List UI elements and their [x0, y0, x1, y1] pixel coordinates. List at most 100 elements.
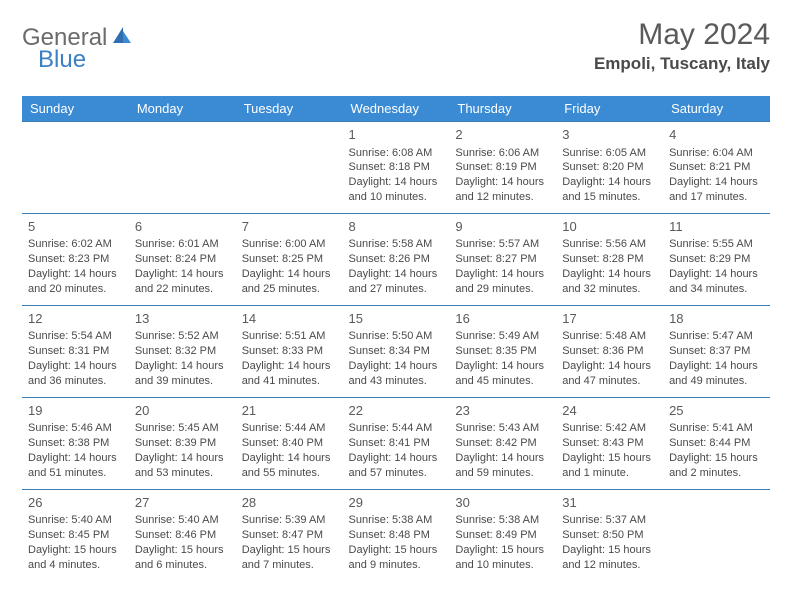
day-number: 20	[135, 402, 230, 420]
sunset-text: Sunset: 8:40 PM	[242, 436, 337, 451]
sunset-text: Sunset: 8:39 PM	[135, 436, 230, 451]
sunrise-text: Sunrise: 5:58 AM	[349, 237, 444, 252]
daylight-text: Daylight: 14 hours	[349, 359, 444, 374]
daylight-text: and 15 minutes.	[562, 190, 657, 205]
daylight-text: and 57 minutes.	[349, 466, 444, 481]
day-header-tue: Tuesday	[236, 96, 343, 122]
day-number: 17	[562, 310, 657, 328]
calendar-row: 1Sunrise: 6:08 AMSunset: 8:18 PMDaylight…	[22, 122, 770, 214]
sunrise-text: Sunrise: 5:50 AM	[349, 329, 444, 344]
calendar-cell: 13Sunrise: 5:52 AMSunset: 8:32 PMDayligh…	[129, 305, 236, 397]
daylight-text: and 12 minutes.	[562, 558, 657, 573]
day-number: 9	[455, 218, 550, 236]
calendar-cell: 5Sunrise: 6:02 AMSunset: 8:23 PMDaylight…	[22, 213, 129, 305]
daylight-text: and 4 minutes.	[28, 558, 123, 573]
day-number: 18	[669, 310, 764, 328]
daylight-text: and 45 minutes.	[455, 374, 550, 389]
daylight-text: and 9 minutes.	[349, 558, 444, 573]
sunrise-text: Sunrise: 5:49 AM	[455, 329, 550, 344]
calendar-cell: 6Sunrise: 6:01 AMSunset: 8:24 PMDaylight…	[129, 213, 236, 305]
brand-sail-icon	[111, 25, 133, 45]
calendar-row: 26Sunrise: 5:40 AMSunset: 8:45 PMDayligh…	[22, 489, 770, 580]
sunrise-text: Sunrise: 5:48 AM	[562, 329, 657, 344]
day-number: 8	[349, 218, 444, 236]
day-number: 4	[669, 126, 764, 144]
day-header-fri: Friday	[556, 96, 663, 122]
sunrise-text: Sunrise: 5:54 AM	[28, 329, 123, 344]
day-number: 14	[242, 310, 337, 328]
day-number: 29	[349, 494, 444, 512]
calendar-cell: 19Sunrise: 5:46 AMSunset: 8:38 PMDayligh…	[22, 397, 129, 489]
daylight-text: and 49 minutes.	[669, 374, 764, 389]
day-header-wed: Wednesday	[343, 96, 450, 122]
sunset-text: Sunset: 8:49 PM	[455, 528, 550, 543]
sunrise-text: Sunrise: 5:37 AM	[562, 513, 657, 528]
sunset-text: Sunset: 8:24 PM	[135, 252, 230, 267]
calendar-cell: 2Sunrise: 6:06 AMSunset: 8:19 PMDaylight…	[449, 122, 556, 214]
daylight-text: and 55 minutes.	[242, 466, 337, 481]
sunrise-text: Sunrise: 5:43 AM	[455, 421, 550, 436]
sunset-text: Sunset: 8:44 PM	[669, 436, 764, 451]
daylight-text: and 27 minutes.	[349, 282, 444, 297]
day-number: 5	[28, 218, 123, 236]
daylight-text: Daylight: 15 hours	[669, 451, 764, 466]
day-number: 10	[562, 218, 657, 236]
daylight-text: Daylight: 14 hours	[135, 267, 230, 282]
day-number: 11	[669, 218, 764, 236]
calendar-cell: 21Sunrise: 5:44 AMSunset: 8:40 PMDayligh…	[236, 397, 343, 489]
sunrise-text: Sunrise: 6:02 AM	[28, 237, 123, 252]
sunset-text: Sunset: 8:29 PM	[669, 252, 764, 267]
day-number: 26	[28, 494, 123, 512]
calendar-cell: 24Sunrise: 5:42 AMSunset: 8:43 PMDayligh…	[556, 397, 663, 489]
sunrise-text: Sunrise: 6:00 AM	[242, 237, 337, 252]
sunrise-text: Sunrise: 5:39 AM	[242, 513, 337, 528]
sunrise-text: Sunrise: 5:47 AM	[669, 329, 764, 344]
daylight-text: Daylight: 14 hours	[28, 267, 123, 282]
sunrise-text: Sunrise: 5:44 AM	[349, 421, 444, 436]
day-number: 7	[242, 218, 337, 236]
calendar-cell: 27Sunrise: 5:40 AMSunset: 8:46 PMDayligh…	[129, 489, 236, 580]
calendar-table: Sunday Monday Tuesday Wednesday Thursday…	[22, 96, 770, 581]
day-number: 23	[455, 402, 550, 420]
daylight-text: and 47 minutes.	[562, 374, 657, 389]
sunrise-text: Sunrise: 6:08 AM	[349, 146, 444, 161]
daylight-text: Daylight: 15 hours	[455, 543, 550, 558]
daylight-text: and 59 minutes.	[455, 466, 550, 481]
daylight-text: and 17 minutes.	[669, 190, 764, 205]
daylight-text: and 2 minutes.	[669, 466, 764, 481]
brand-part2: Blue	[38, 46, 86, 74]
daylight-text: Daylight: 14 hours	[455, 359, 550, 374]
daylight-text: and 25 minutes.	[242, 282, 337, 297]
daylight-text: Daylight: 14 hours	[135, 359, 230, 374]
calendar-row: 19Sunrise: 5:46 AMSunset: 8:38 PMDayligh…	[22, 397, 770, 489]
daylight-text: Daylight: 15 hours	[135, 543, 230, 558]
daylight-text: Daylight: 14 hours	[242, 359, 337, 374]
day-number: 16	[455, 310, 550, 328]
daylight-text: and 51 minutes.	[28, 466, 123, 481]
day-number: 25	[669, 402, 764, 420]
daylight-text: Daylight: 14 hours	[562, 359, 657, 374]
calendar-cell: 28Sunrise: 5:39 AMSunset: 8:47 PMDayligh…	[236, 489, 343, 580]
daylight-text: Daylight: 15 hours	[562, 451, 657, 466]
day-number: 30	[455, 494, 550, 512]
sunrise-text: Sunrise: 6:06 AM	[455, 146, 550, 161]
daylight-text: and 1 minute.	[562, 466, 657, 481]
daylight-text: Daylight: 14 hours	[669, 359, 764, 374]
calendar-cell: 26Sunrise: 5:40 AMSunset: 8:45 PMDayligh…	[22, 489, 129, 580]
sunset-text: Sunset: 8:36 PM	[562, 344, 657, 359]
daylight-text: Daylight: 14 hours	[562, 175, 657, 190]
calendar-cell: 11Sunrise: 5:55 AMSunset: 8:29 PMDayligh…	[663, 213, 770, 305]
day-number: 27	[135, 494, 230, 512]
sunset-text: Sunset: 8:20 PM	[562, 160, 657, 175]
calendar-cell: 20Sunrise: 5:45 AMSunset: 8:39 PMDayligh…	[129, 397, 236, 489]
calendar-header-row: Sunday Monday Tuesday Wednesday Thursday…	[22, 96, 770, 122]
calendar-cell: 15Sunrise: 5:50 AMSunset: 8:34 PMDayligh…	[343, 305, 450, 397]
daylight-text: Daylight: 15 hours	[28, 543, 123, 558]
sunrise-text: Sunrise: 5:38 AM	[455, 513, 550, 528]
daylight-text: and 12 minutes.	[455, 190, 550, 205]
sunset-text: Sunset: 8:19 PM	[455, 160, 550, 175]
daylight-text: Daylight: 14 hours	[349, 267, 444, 282]
sunset-text: Sunset: 8:26 PM	[349, 252, 444, 267]
day-number: 21	[242, 402, 337, 420]
daylight-text: and 6 minutes.	[135, 558, 230, 573]
